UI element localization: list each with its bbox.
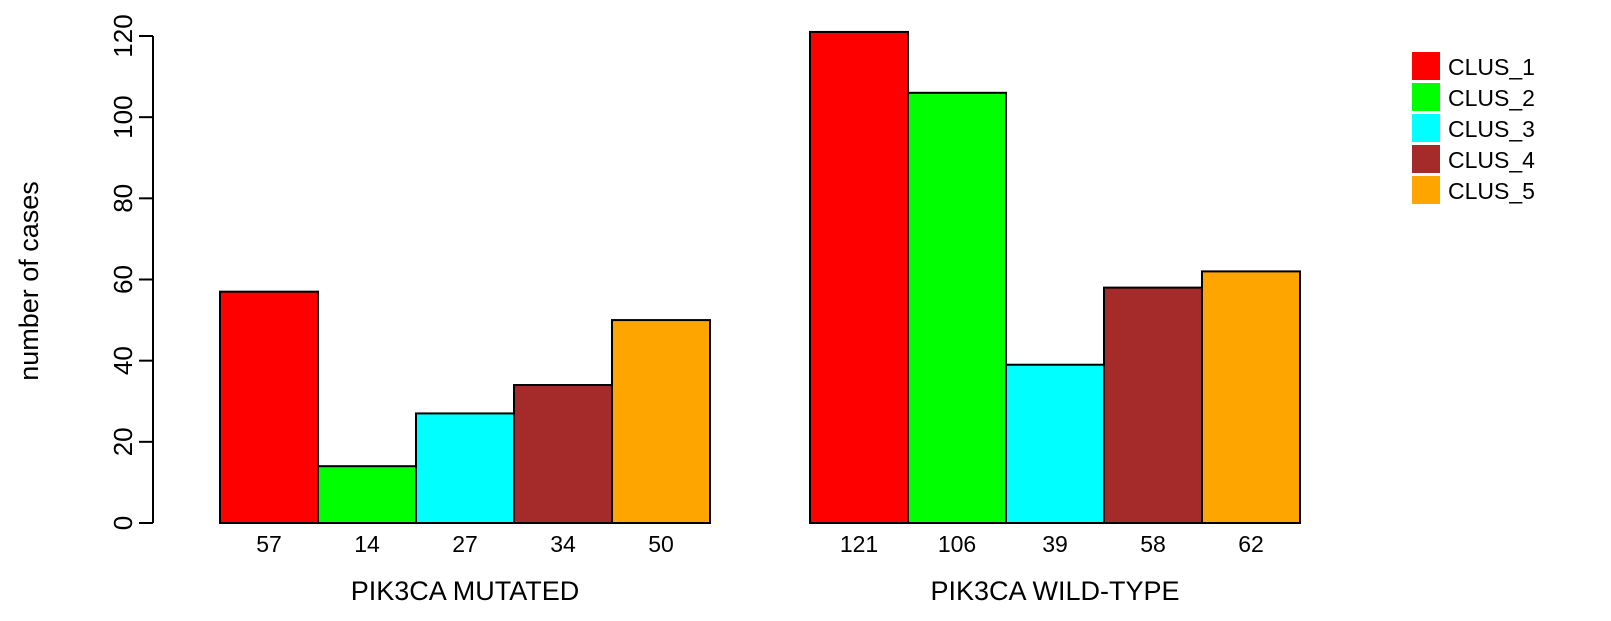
bar [317, 465, 417, 524]
bar [1103, 286, 1203, 524]
legend-swatch [1412, 176, 1440, 204]
bar [513, 384, 613, 524]
bar [611, 319, 711, 525]
y-tick-label: 60 [108, 265, 138, 294]
legend-swatch [1412, 145, 1440, 173]
legend-label: CLUS_4 [1448, 147, 1535, 173]
legend-label: CLUS_2 [1448, 85, 1535, 111]
bar-value-label: 39 [1042, 531, 1068, 557]
y-axis-title: number of cases [14, 181, 44, 381]
legend-swatch [1412, 52, 1440, 80]
legend-swatch [1412, 114, 1440, 142]
y-tick-label: 0 [108, 516, 138, 530]
y-tick-label: 20 [108, 427, 138, 456]
legend-item: CLUS_1 [1412, 52, 1535, 80]
legend-item: CLUS_5 [1412, 176, 1535, 204]
group-label: PIK3CA MUTATED [351, 576, 580, 606]
legend-label: CLUS_5 [1448, 178, 1535, 204]
bar [415, 412, 515, 524]
legend: CLUS_1 CLUS_2 CLUS_3 CLUS_4 CLUS_5 [1412, 52, 1535, 204]
y-axis: 0 20 40 60 80 100 120 [108, 14, 154, 530]
legend-label: CLUS_1 [1448, 54, 1535, 80]
bar [809, 30, 909, 524]
bar-value-label: 58 [1140, 531, 1166, 557]
bar [219, 290, 319, 524]
bar [1201, 270, 1301, 524]
y-tick-label: 40 [108, 346, 138, 375]
legend-item: CLUS_2 [1412, 83, 1535, 111]
bar-value-label: 34 [550, 531, 576, 557]
bar-group: 57 14 27 34 50 PIK3CA MUTATED [219, 290, 711, 606]
bar [907, 91, 1007, 524]
group-label: PIK3CA WILD-TYPE [930, 576, 1179, 606]
bar-value-label: 50 [648, 531, 674, 557]
legend-item: CLUS_4 [1412, 145, 1535, 173]
y-tick-label: 120 [108, 14, 138, 57]
bar-value-label: 14 [354, 531, 380, 557]
y-tick-label: 100 [108, 95, 138, 138]
bar-value-label: 121 [840, 531, 878, 557]
bar-value-label: 27 [452, 531, 478, 557]
legend-swatch [1412, 83, 1440, 111]
bar-value-label: 57 [256, 531, 282, 557]
legend-item: CLUS_3 [1412, 114, 1535, 142]
bar-value-label: 62 [1238, 531, 1264, 557]
bar-group: 121 106 39 58 62 PIK3CA WILD-TYPE [809, 30, 1301, 606]
bar-value-label: 106 [938, 531, 976, 557]
y-tick-label: 80 [108, 184, 138, 213]
legend-label: CLUS_3 [1448, 116, 1535, 142]
bar [1005, 363, 1105, 524]
bars: 57 14 27 34 50 PIK3CA MUTATED 121 106 39 58 62 PIK3… [219, 30, 1301, 606]
